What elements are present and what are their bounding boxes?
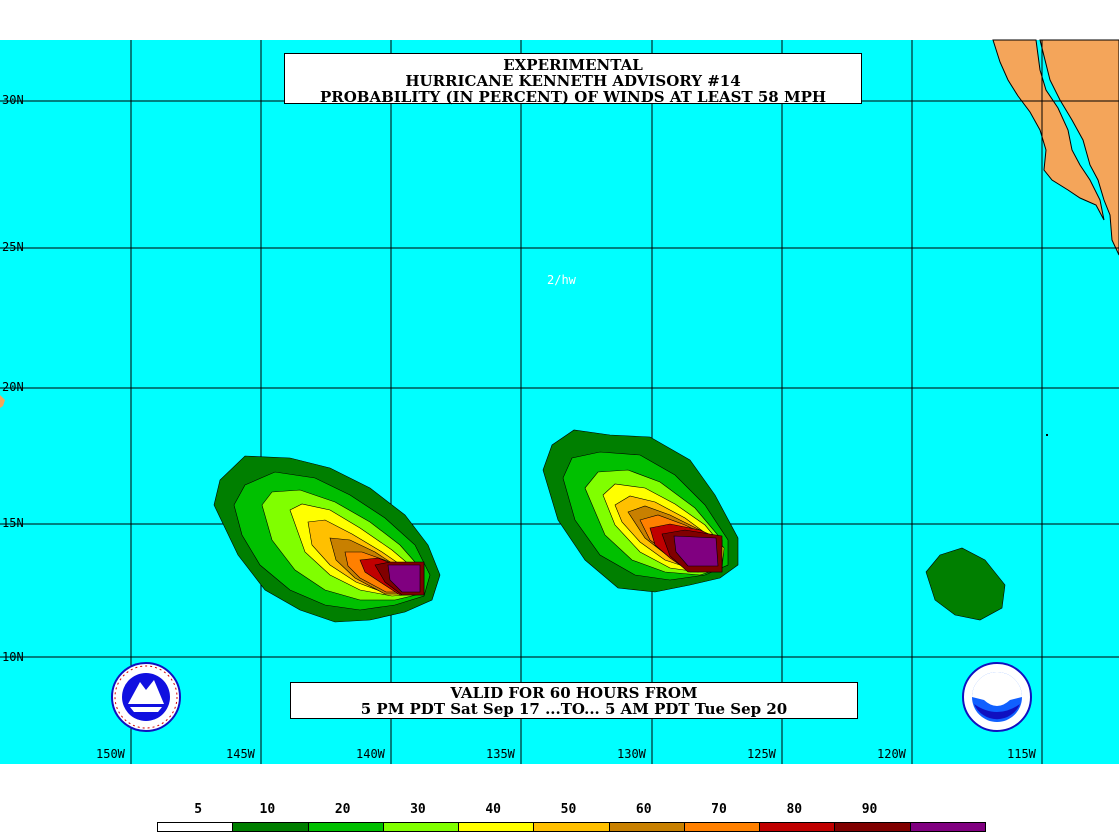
lat-label-15n: 15N — [2, 516, 24, 530]
land-baja — [992, 39, 1105, 221]
legend-swatch — [834, 822, 911, 832]
lon-label-130w: 130W — [617, 747, 646, 761]
lon-label-115w: 115W — [1007, 747, 1036, 761]
legend-label: 40 — [485, 802, 502, 817]
legend-label: 70 — [711, 802, 727, 817]
nws-logo — [111, 662, 181, 732]
legend-label: 5 — [194, 802, 203, 817]
legend-label: 50 — [560, 802, 577, 817]
legend-label: 10 — [259, 802, 276, 817]
island-dot — [1046, 434, 1048, 436]
land-mainland — [1039, 39, 1119, 256]
title-box: EXPERIMENTAL HURRICANE KENNETH ADVISORY … — [284, 53, 862, 106]
grid-lines — [0, 40, 1119, 764]
swath-west — [213, 455, 441, 623]
lon-label-135w: 135W — [486, 747, 515, 761]
legend-swatch — [533, 822, 610, 832]
island-hawaii — [0, 395, 5, 408]
legend-label: 60 — [635, 802, 652, 817]
legend-swatch — [608, 822, 685, 832]
ocean — [0, 40, 1119, 764]
lon-label-125w: 125W — [747, 747, 776, 761]
legend-swatch — [307, 822, 384, 832]
legend-label: 20 — [334, 802, 351, 817]
lon-label-150w: 150W — [96, 747, 125, 761]
legend-swatch — [759, 822, 836, 832]
swath-central — [542, 429, 739, 593]
legend-swatch — [909, 822, 986, 832]
credit-text: 2/hw — [547, 273, 576, 287]
lon-label-140w: 140W — [356, 747, 385, 761]
title-line-2: HURRICANE KENNETH ADVISORY #14 — [405, 72, 741, 90]
noaa-logo-text: NOAA — [981, 681, 1013, 692]
valid-box: VALID FOR 60 HOURS FROM 5 PM PDT Sat Sep… — [290, 682, 858, 719]
legend-label: 90 — [861, 802, 878, 817]
lat-label-20n: 20N — [2, 380, 24, 394]
legend-label: 30 — [410, 802, 426, 817]
lat-label-10n: 10N — [2, 650, 24, 664]
lon-label-120w: 120W — [877, 747, 906, 761]
swath-east — [925, 547, 1006, 621]
valid-line-2: 5 PM PDT Sat Sep 17 ...TO... 5 AM PDT Tu… — [360, 700, 788, 718]
title-line-1: EXPERIMENTAL — [503, 56, 643, 74]
legend-swatch — [157, 822, 234, 832]
valid-line-1: VALID FOR 60 HOURS FROM — [450, 684, 698, 702]
title-line-3: PROBABILITY (IN PERCENT) OF WINDS AT LEA… — [319, 88, 827, 106]
legend-swatch — [683, 822, 761, 832]
legend-swatch — [458, 822, 535, 832]
legend-label: 80 — [786, 802, 803, 817]
legend-swatch — [382, 822, 460, 832]
lat-label-25n: 25N — [2, 240, 24, 254]
legend-swatch — [232, 822, 309, 832]
lat-label-30n: 30N — [2, 93, 24, 107]
lon-label-145w: 145W — [226, 747, 255, 761]
noaa-logo: NOAA — [962, 662, 1032, 732]
